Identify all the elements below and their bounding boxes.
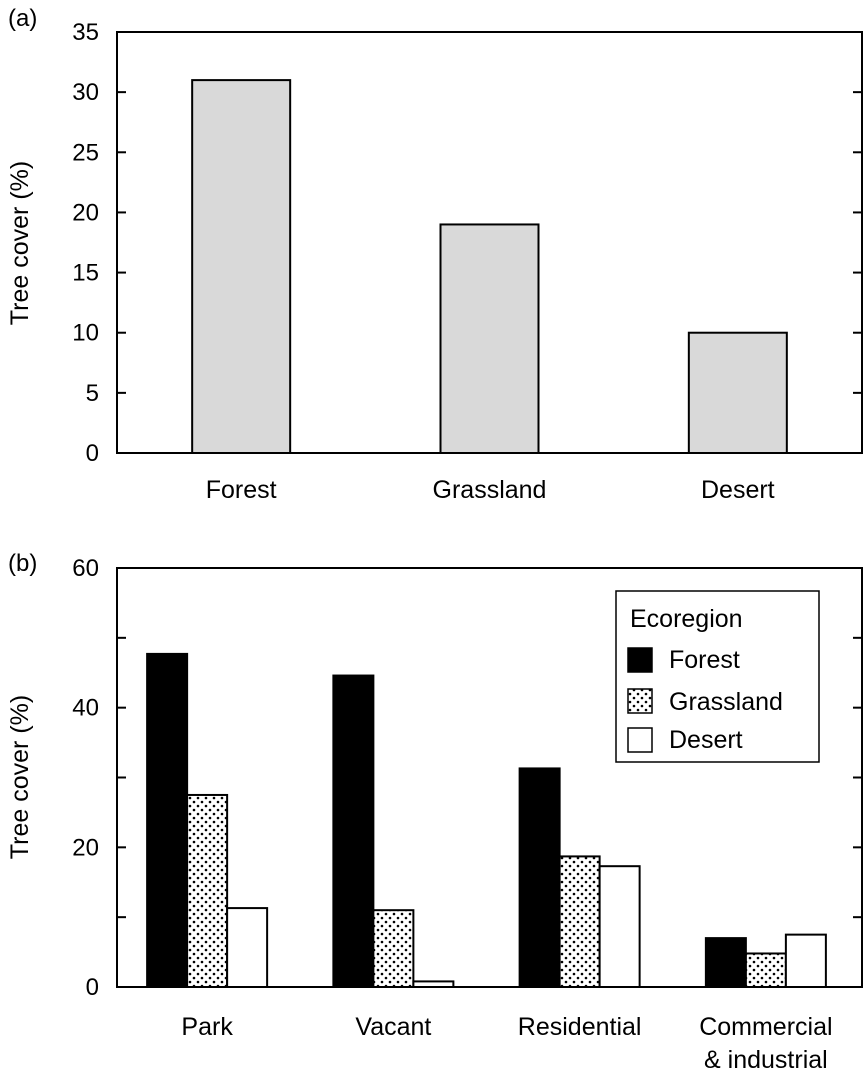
y-tick-label: 0	[86, 440, 99, 467]
bar-park-forest	[146, 652, 189, 989]
x-tick-label-commercial-industrial: Commercial & industrial	[699, 1013, 832, 1074]
bar-forest	[191, 79, 292, 454]
x-tick-label-forest: Forest	[206, 476, 277, 504]
y-tick-label: 20	[72, 834, 99, 861]
x-tick-label-grassland: Grassland	[433, 476, 547, 504]
y-tick-label: 60	[72, 555, 99, 582]
bar-commercial-industrial-forest	[704, 937, 747, 988]
y-tick-label: 0	[86, 974, 99, 1001]
y-tick-label: 15	[72, 260, 99, 287]
panel-a: (a) 0 5 10 15 20 25 30 35 Forest Grassland Desert…	[6, 5, 863, 504]
x-tick-label-vacant: Vacant	[355, 1013, 431, 1041]
y-tick-label: 5	[86, 380, 99, 407]
bar-residential-grassland	[558, 855, 601, 989]
x-tick-label-residential: Residential	[518, 1013, 642, 1041]
y-tick-label: 35	[72, 19, 99, 46]
panel-b: (b) 0 20 40 60 Park Vacant Residential Commerc…	[6, 550, 863, 1074]
legend-title: Ecoregion	[630, 605, 743, 633]
panel-a-y-axis-title: Tree cover (%)	[6, 161, 34, 325]
bar-commercial-industrial-desert	[784, 933, 827, 988]
bar-park-desert	[226, 907, 269, 988]
x-tick-label-park: Park	[181, 1013, 233, 1041]
y-tick-label: 40	[72, 695, 99, 722]
panel-b-y-axis: 0 20 40 60	[72, 555, 862, 1001]
panel-b-y-axis-title: Tree cover (%)	[6, 695, 34, 859]
bar-commercial-industrial-grassland	[744, 952, 787, 988]
bar-park-grassland	[186, 793, 229, 988]
y-tick-label: 10	[72, 320, 99, 347]
panel-a-x-axis: Forest Grassland Desert	[206, 476, 775, 504]
y-tick-label: 25	[72, 139, 99, 166]
bar-residential-desert	[598, 865, 641, 989]
panel-b-x-axis: Park Vacant Residential Commercial & industr…	[181, 1013, 832, 1074]
y-tick-label: 30	[72, 79, 99, 106]
legend-swatch-desert	[627, 727, 653, 753]
y-tick-label: 20	[72, 199, 99, 226]
legend-label-desert: Desert	[669, 726, 743, 754]
legend-swatch-forest	[627, 647, 653, 673]
panel-a-bars	[191, 79, 788, 455]
x-tick-label-desert: Desert	[701, 476, 775, 504]
bar-residential-forest	[518, 767, 561, 989]
bar-grassland	[439, 223, 540, 454]
panel-b-bars	[146, 652, 827, 989]
panel-a-plot-frame	[116, 31, 863, 454]
legend-swatch-grassland	[627, 688, 653, 714]
bar-vacant-grassland	[372, 909, 415, 989]
legend-label-grassland: Grassland	[669, 688, 783, 716]
panel-a-label: (a)	[8, 5, 37, 32]
legend-label-forest: Forest	[669, 646, 740, 674]
bar-vacant-forest	[332, 674, 375, 988]
legend: Ecoregion Forest Grassland Desert	[615, 590, 820, 763]
bar-desert	[687, 331, 788, 455]
panel-a-y-axis: 0 5 10 15 20 25 30 35	[72, 19, 862, 467]
panel-b-label: (b)	[8, 550, 37, 577]
